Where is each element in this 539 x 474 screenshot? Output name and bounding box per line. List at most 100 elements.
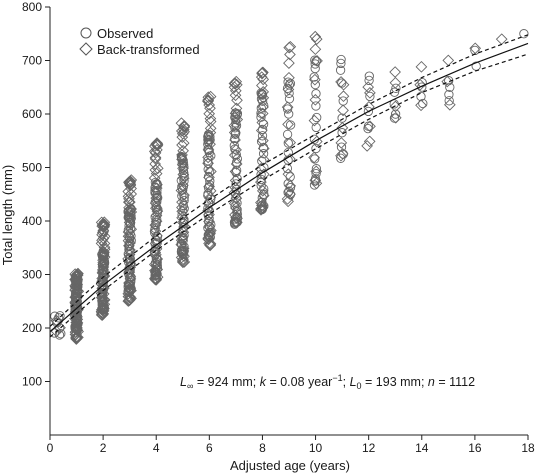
observed-point: [391, 83, 401, 93]
back-transformed-point: [363, 101, 375, 113]
fitted-curves: [49, 34, 529, 338]
observed-point: [257, 124, 268, 135]
back-transformed-point: [202, 233, 215, 246]
back-transformed-point: [124, 212, 137, 225]
back-transformed-point: [284, 136, 297, 149]
observed-point: [284, 94, 295, 104]
back-transformed-point: [151, 263, 164, 276]
back-transformed-point: [204, 191, 217, 204]
back-transformed-point: [202, 144, 215, 156]
back-transformed-point: [178, 120, 191, 132]
back-transformed-point: [203, 171, 215, 184]
back-transformed-point: [204, 122, 217, 135]
observed-point: [284, 109, 294, 119]
back-transformed-point: [176, 153, 188, 166]
linf-subscript: ∞: [187, 381, 193, 391]
back-transformed-point: [335, 137, 348, 149]
back-transformed-point: [149, 158, 161, 170]
back-transformed-point: [255, 176, 267, 188]
back-transformed-point: [230, 102, 243, 115]
back-transformed-point: [150, 187, 162, 199]
back-transformed-point: [284, 188, 296, 200]
back-transformed-point: [98, 237, 111, 250]
back-transformed-point: [151, 205, 164, 217]
back-transformed-point: [203, 180, 215, 193]
y-tick-label: 600: [22, 107, 42, 121]
legend-label-observed: Observed: [97, 26, 153, 41]
observed-point: [311, 164, 322, 174]
back-transformed-point: [149, 147, 162, 159]
l0-subscript: 0: [357, 381, 362, 391]
back-transformed-point: [97, 305, 110, 317]
observed-point: [363, 106, 374, 117]
observed-point: [203, 203, 213, 213]
fitted-curve-dashed-2: [49, 53, 529, 338]
back-transformed-point: [282, 168, 295, 181]
observed-point: [417, 77, 427, 88]
parameter-annotation: L∞ = 924 mm; k = 0.08 year−1; L0 = 193 m…: [180, 373, 475, 391]
x-tick-label: 4: [153, 441, 160, 455]
x-tick-label: 16: [468, 441, 482, 455]
back-transformed-point: [175, 251, 188, 264]
back-transformed-point: [123, 277, 135, 289]
back-transformed-point: [97, 288, 110, 300]
back-transformed-point: [125, 223, 138, 236]
back-transformed-point: [442, 54, 455, 67]
back-transformed-point: [149, 152, 162, 165]
observed-point: [285, 78, 296, 89]
back-transformed-point: [283, 71, 295, 84]
back-transformed-point: [282, 118, 294, 131]
back-transformed-point: [389, 76, 402, 89]
back-transformed-point: [98, 218, 111, 231]
observed-point: [257, 131, 268, 141]
back-transformed-point: [205, 165, 217, 178]
observed-point: [258, 149, 269, 159]
back-transformed-point: [203, 107, 216, 120]
y-tick-label: 300: [22, 268, 42, 282]
observed-point: [178, 165, 188, 176]
back-transformed-point: [364, 87, 376, 99]
observed-point: [282, 104, 293, 114]
back-transformed-point: [364, 120, 376, 133]
l0-label: L: [350, 375, 357, 389]
back-transformed-point: [229, 174, 242, 187]
observed-point: [389, 87, 400, 97]
back-transformed-point: [228, 126, 241, 139]
back-transformed-point: [205, 224, 217, 237]
back-transformed-point: [230, 143, 242, 156]
back-transformed-point: [72, 267, 84, 280]
back-transformed-point: [150, 167, 163, 180]
back-transformed-point: [255, 124, 268, 137]
fitted-curve-solid-0: [49, 42, 529, 333]
observed-point: [50, 311, 60, 321]
back-transformed-point: [311, 55, 323, 67]
back-transformed-point: [229, 181, 242, 194]
l0-value: = 193 mm;: [362, 375, 428, 389]
back-transformed-point: [257, 91, 270, 104]
back-transformed-point: [176, 196, 188, 209]
back-transformed-point: [281, 193, 294, 205]
observed-point: [519, 29, 529, 39]
back-transformed-point: [125, 188, 138, 200]
back-transformed-point: [178, 121, 191, 133]
observed-point: [444, 89, 454, 100]
observed-point: [337, 113, 347, 123]
back-transformed-point: [229, 89, 242, 102]
back-transformed-point: [123, 201, 135, 214]
back-transformed-point: [229, 77, 242, 90]
back-transformed-point: [97, 254, 109, 267]
back-transformed-point: [308, 151, 320, 164]
back-transformed-point: [230, 158, 243, 170]
observed-point: [232, 198, 242, 208]
back-transformed-point: [284, 180, 297, 192]
back-transformed-point: [310, 165, 323, 178]
observed-point: [364, 75, 374, 86]
observed-point: [284, 88, 294, 98]
observed-point: [256, 174, 266, 185]
back-transformed-point: [204, 184, 217, 197]
back-transformed-point: [444, 98, 456, 111]
back-transformed-point: [256, 66, 269, 79]
back-transformed-point: [361, 140, 373, 152]
observed-point: [418, 98, 428, 109]
back-transformed-point: [203, 134, 215, 146]
